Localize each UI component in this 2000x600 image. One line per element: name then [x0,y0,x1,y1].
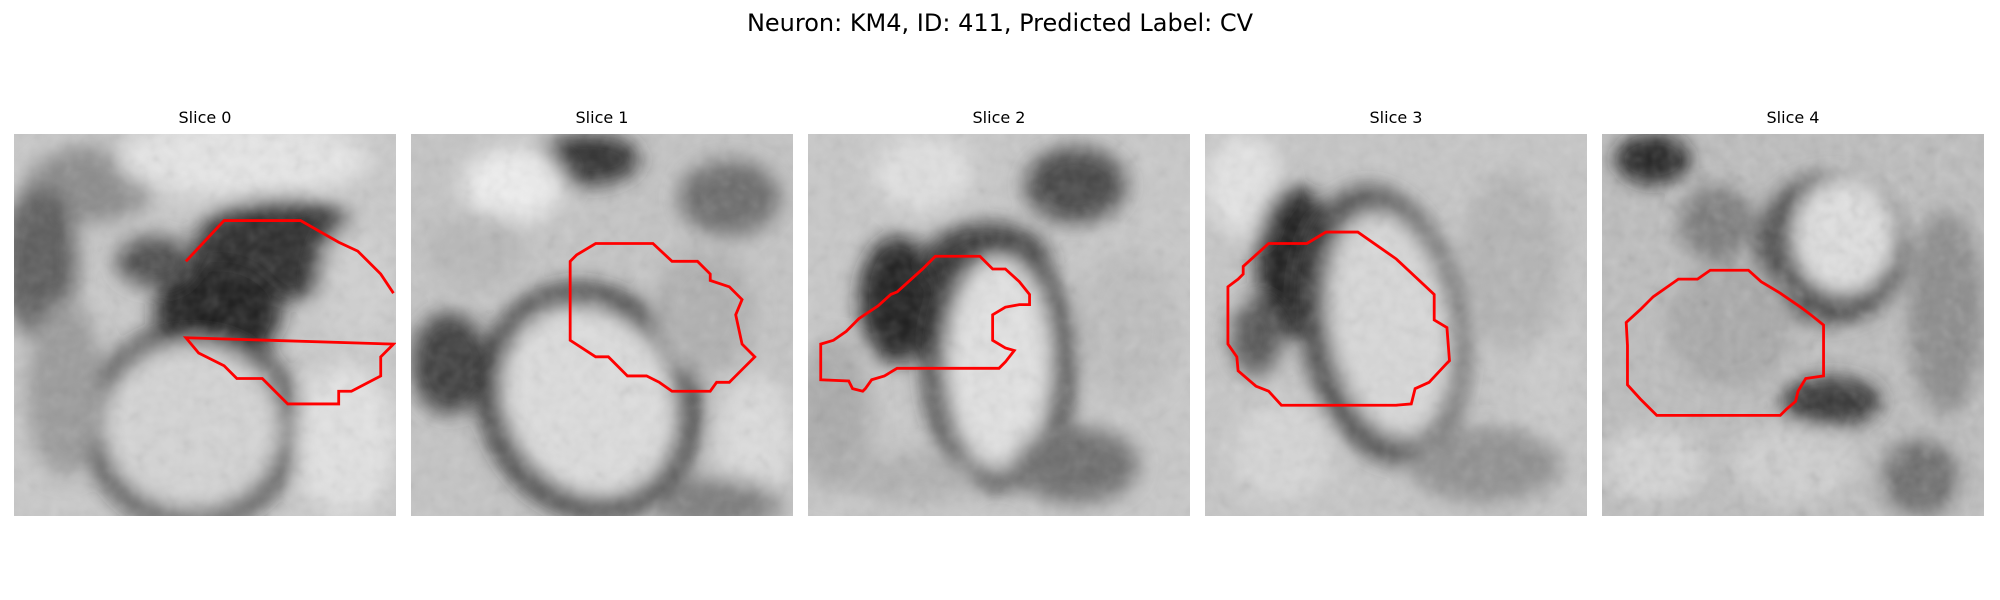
contour-line-1 [568,242,757,393]
slice-image-0 [14,134,396,516]
slice-image-3 [1205,134,1587,516]
contour-line-4 [1624,268,1825,417]
contour-line-0 [182,219,396,406]
slice-title-3: Slice 3 [1369,108,1423,127]
slice-title-4: Slice 4 [1766,108,1820,127]
slice-title-2: Slice 2 [972,108,1026,127]
contour-line-3 [1226,230,1451,407]
slice-title-1: Slice 1 [575,108,629,127]
slice-title-0: Slice 0 [178,108,232,127]
contour-line-2 [819,254,1031,393]
figure-title: Neuron: KM4, ID: 411, Predicted Label: C… [746,9,1254,37]
slice-image-1 [411,134,793,516]
slice-image-4 [1602,134,1984,516]
slice-image-2 [808,134,1190,516]
